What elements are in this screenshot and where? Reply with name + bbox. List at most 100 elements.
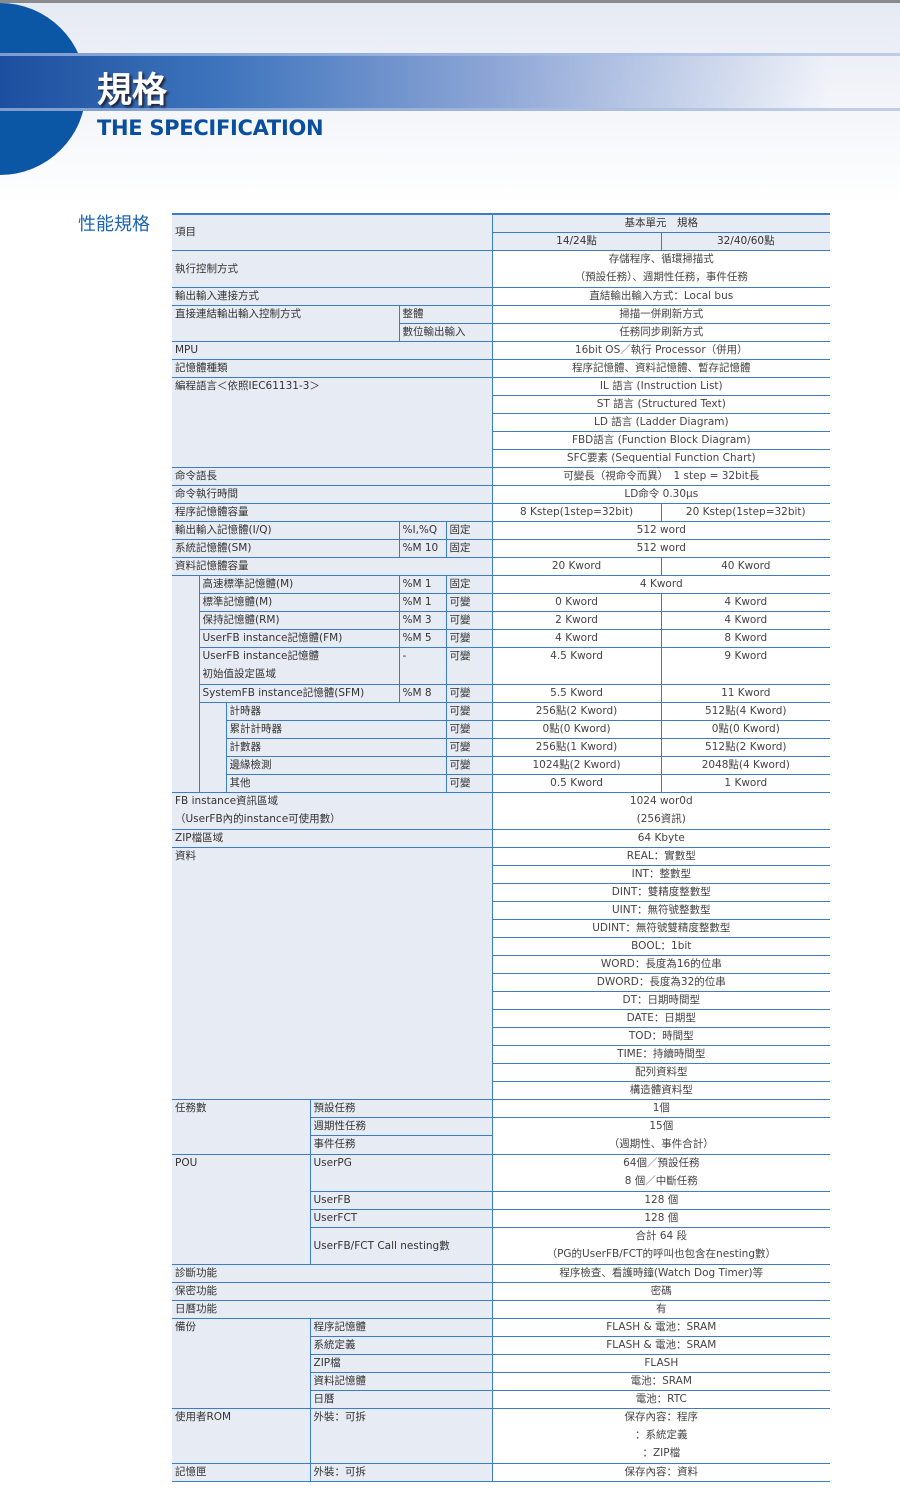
data-type-value: DWORD：長度為32的位串 [491, 973, 831, 992]
col1-value: 0 Kword [491, 593, 662, 612]
row-value: 存儲程序、循環掃描式 （預設任務）、週期性任務，事件任務 [491, 250, 831, 288]
row-label: 程序記憶體 [309, 1318, 493, 1337]
col1-value: 0.5 Kword [491, 774, 662, 793]
row-label: MPU [172, 341, 493, 360]
row-label: 累計計時器 [225, 720, 446, 739]
row-label: 邊緣檢測 [225, 756, 446, 775]
value-line: (256資訊) [636, 812, 686, 825]
data-type-value: TOD：時間型 [491, 1027, 831, 1046]
mem-type: 可變 [445, 738, 493, 757]
data-type-value: DATE：日期型 [491, 1009, 831, 1028]
label-line: 初始值設定區域 [202, 667, 277, 680]
table-row: UINT：無符號整數型 [172, 901, 831, 920]
col2-value: 0點(0 Kword) [660, 720, 831, 739]
table-row: WORD：長度為16的位串 [172, 955, 831, 974]
mem-type: 固定 [445, 575, 493, 594]
row-value: 掃描一併刷新方式 [491, 305, 831, 324]
col2-value: 512點(4 Kword) [660, 702, 831, 721]
row-value: 512 word [491, 521, 831, 540]
row-label: UserFB instance記憶體(FM) [198, 629, 399, 648]
col1-value: 4 Kword [491, 629, 662, 648]
table-row: 配列資料型 [172, 1063, 831, 1082]
row-label: 事件任務 [309, 1135, 493, 1155]
table-row: UDINT：無符號雙精度整數型 [172, 919, 831, 938]
table-row: FBD語言 (Function Block Diagram) [172, 431, 831, 450]
value-line: （預設任務）、週期性任務，事件任務 [574, 270, 748, 283]
table-row: ZIP檔 FLASH [172, 1354, 831, 1373]
row-value: LD命令 0.30μs [491, 485, 831, 504]
row-label: 記憶匣 [172, 1463, 310, 1482]
row-value: SFC要素 (Sequential Function Chart) [491, 449, 831, 468]
row-label: 任務數 [172, 1099, 310, 1155]
row-value: 16bit OS／執行 Processor（併用） [491, 341, 831, 360]
table-row: 數位輸出輸入 任務同步刷新方式 [172, 323, 831, 342]
value-line: （PG的UserFB/FCT的呼叫也包含在nesting數） [546, 1247, 776, 1260]
row-label: 資料 [172, 847, 493, 1100]
row-value: 1個 [491, 1099, 831, 1118]
col2-value: 1 Kword [660, 774, 831, 793]
value-line: 存儲程序、循環掃描式 [608, 252, 714, 265]
table-row: 計數器 可變 256點(1 Kword) 512點(2 Kword) [172, 738, 831, 757]
address: %M 8 [398, 684, 446, 703]
row-value: 電池：RTC [491, 1390, 831, 1409]
table-row: 週期性任務 15個 （週期性、事件合計） [172, 1117, 831, 1155]
col1-value: 0點(0 Kword) [491, 720, 662, 739]
address: %I,%Q [398, 521, 446, 540]
header-item: 項目 [172, 214, 493, 251]
value-line: （週期性、事件合計） [608, 1137, 714, 1150]
row-value: FBD語言 (Function Block Diagram) [491, 431, 831, 450]
col2-value: 9 Kword [660, 647, 831, 685]
row-label: 命令執行時間 [172, 485, 493, 504]
table-row: 編程語言＜依照IEC61131-3＞ IL 語言 (Instruction Lis… [172, 377, 831, 468]
row-value: 程序檢查、看護時鐘(Watch Dog Timer)等 [491, 1264, 831, 1283]
data-type-value: WORD：長度為16的位串 [491, 955, 831, 974]
table-row: BOOL：1bit [172, 937, 831, 956]
data-type-value: TIME：持續時間型 [491, 1045, 831, 1064]
table-row: SystemFB instance記憶體(SFM) %M 8 可變 5.5 Kword… [172, 684, 831, 703]
row-value: 1024 wor0d (256資訊) [491, 792, 831, 830]
table-row: LD 語言 (Ladder Diagram) [172, 413, 831, 432]
table-row: 記憶體種類 程序記憶體、資料記憶體、暫存記憶體 [172, 359, 831, 378]
row-label: SystemFB instance記憶體(SFM) [198, 684, 399, 703]
col1-value: 2 Kword [491, 611, 662, 630]
col1-value: 256點(2 Kword) [491, 702, 662, 721]
table-row: 備份 程序記憶體 FLASH & 電池：SRAM [172, 1318, 831, 1409]
mem-type: 可變 [445, 756, 493, 775]
row-value: ST 語言 (Structured Text) [491, 395, 831, 414]
value-line: 8 個／中斷任務 [624, 1174, 698, 1187]
row-label: 計時器 [225, 702, 446, 721]
table-row: SFC要素 (Sequential Function Chart) [172, 449, 831, 468]
data-type-value: UDINT：無符號雙精度整數型 [491, 919, 831, 938]
table-row: 任務數 預設任務 1個 [172, 1099, 831, 1155]
top-rule [0, 0, 900, 3]
data-type-value: INT：整數型 [491, 865, 831, 884]
data-type-value: UINT：無符號整數型 [491, 901, 831, 920]
table-row: 輸出輸入連接方式 直結輸出輸入方式：Local bus [172, 287, 831, 306]
table-row: DATE：日期型 [172, 1009, 831, 1028]
value-line: ：系統定義 [635, 1428, 688, 1441]
row-label: ZIP檔 [309, 1354, 493, 1373]
row-label: 資料記憶體容量 [172, 557, 493, 576]
table-row: DINT：雙精度整數型 [172, 883, 831, 902]
row-label: POU [172, 1154, 310, 1265]
col2-value: 512點(2 Kword) [660, 738, 831, 757]
row-value: 合計 64 段 （PG的UserFB/FCT的呼叫也包含在nesting數） [491, 1227, 831, 1265]
table-row: 資料記憶體 電池：SRAM [172, 1372, 831, 1391]
table-row: 記憶匣 外裝：可拆 保存內容：資料 [172, 1463, 831, 1482]
sub-label: 數位輸出輸入 [398, 323, 493, 342]
row-value: LD 語言 (Ladder Diagram) [491, 413, 831, 432]
row-label: 備份 [172, 1318, 310, 1409]
row-value: 密碼 [491, 1282, 831, 1301]
col1-value: 20 Kword [491, 557, 662, 576]
table-row: 命令語長 可變長（視命令而異） 1 step = 32bit長 [172, 467, 831, 486]
table-row: 事件任務 [172, 1135, 830, 1155]
spec-table: 項目 基本單元 規格 14/24點 32/40/60點 執行控制方式 存儲程序、循環掃… [172, 213, 831, 1482]
row-label: 計數器 [225, 738, 446, 757]
data-type-value: REAL：實數型 [491, 847, 831, 866]
row-value: 保存內容：程序 ：系統定義 ：ZIP檔 [491, 1408, 831, 1464]
table-row: 邊緣檢測 可變 1024點(2 Kword) 2048點(4 Kword) [172, 756, 831, 775]
row-label: 高速標準記憶體(M) [198, 575, 399, 594]
row-label: 標準記憶體(M) [198, 593, 399, 612]
table-row: 高速標準記憶體(M) %M 1 固定 4 Kword [172, 575, 831, 793]
table-row: 構造體資料型 [172, 1081, 831, 1100]
